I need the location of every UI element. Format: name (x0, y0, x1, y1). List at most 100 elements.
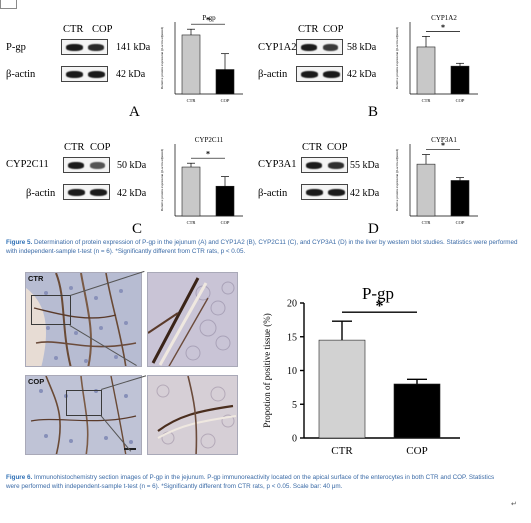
lane-ctr-label: CTR (64, 142, 85, 153)
caption-text: Immunohistochemistry section images of P… (6, 474, 495, 490)
category-label: CTR (422, 98, 431, 103)
lane-cop-label: COP (90, 142, 111, 153)
loading-blot (61, 66, 108, 82)
bar-cop (450, 65, 470, 95)
lane-ctr-label: CTR (298, 24, 319, 35)
chart-title: CYP2C11 (195, 136, 224, 144)
loading-control-label: β-actin (258, 69, 288, 80)
caption-label: Figure 6. (6, 474, 33, 481)
panel-letter: C (132, 221, 143, 237)
protein-label: CYP3A1 (258, 159, 297, 170)
bar-chart-p-gp-ihc: P-gp 0 5 10 15 20 Propotion of positive tissue… (262, 284, 460, 457)
bar-cop (393, 383, 441, 439)
panel-b: CTR COP CYP1A2 58 kDa β-actin 42 kDa CYP… (258, 10, 508, 128)
y-tick-label: 20 (287, 299, 297, 310)
lane-ctr-label: CTR (63, 24, 84, 35)
ihc-cop-zoom (147, 375, 238, 455)
ihc-cop-overview: COP (25, 375, 142, 455)
category-label: CTR (331, 445, 353, 457)
protein-blot (301, 157, 348, 173)
ihc-cop-zoom-image (148, 376, 237, 454)
loading-control-label: β-actin (258, 188, 288, 199)
zoom-region-box (31, 295, 71, 325)
bar-ctr (181, 166, 201, 217)
cop-label: COP (28, 377, 45, 386)
loading-control-label: β-actin (6, 69, 36, 80)
category-label: CTR (187, 98, 196, 103)
category-label: COP (221, 220, 230, 225)
protein-kda-label: 55 kDa (350, 160, 380, 171)
protein-blot (61, 39, 108, 55)
protein-kda-label: 50 kDa (117, 160, 147, 171)
ihc-ctr-overview-image (26, 273, 141, 366)
caption-text: Determination of protein expression of P… (6, 239, 518, 255)
figure-6-caption: Figure 6. Immunohistochemistry section i… (6, 473, 506, 491)
chart-title: CYP1A2 (431, 14, 457, 22)
y-axis-label: Relative protein expression (β-actin adj… (395, 149, 399, 211)
category-label: CTR (187, 220, 196, 225)
zoom-region-box (66, 390, 102, 416)
bar-cop (450, 180, 470, 217)
category-label: COP (406, 445, 427, 457)
protein-blot (296, 39, 343, 55)
protein-label: P-gp (6, 42, 26, 53)
y-axis-label: Relative protein expression (β-actin adj… (395, 27, 399, 89)
bar-ctr (416, 46, 436, 95)
loading-blot (63, 184, 110, 200)
bar-chart-p-gp: P-gp Relative protein expression (β-actin… (160, 14, 243, 103)
chart-title: P-gp (362, 284, 394, 303)
panel-c: CTR COP CYP2C11 50 kDa β-actin 42 kDa CY… (6, 132, 256, 250)
chart-title: P-gp (202, 14, 216, 22)
y-axis-label: Relative protein expression (β-actin adj… (160, 149, 164, 211)
ihc-ctr-zoom (147, 272, 238, 367)
bar-chart-cyp1a2: CYP1A2 Relative protein expression (β-act… (395, 14, 478, 103)
loading-control-label: β-actin (26, 188, 56, 199)
bar-ctr (416, 163, 436, 217)
panel-letter: B (368, 104, 379, 120)
y-tick-label: 0 (292, 434, 297, 445)
bar-ctr (318, 339, 366, 439)
lane-cop-label: COP (323, 24, 344, 35)
y-tick-label: 15 (287, 332, 297, 343)
caption-label: Figure 5. (6, 239, 33, 246)
category-label: COP (221, 98, 230, 103)
y-axis-label: Propotion of positive tissue (%) (262, 313, 272, 428)
loading-kda-label: 42 kDa (117, 188, 147, 199)
ihc-ctr-zoom-image (148, 273, 237, 366)
protein-blot (63, 157, 110, 173)
category-label: COP (456, 220, 465, 225)
bar-ctr (181, 34, 201, 95)
bar-chart-cyp3a1: CYP3A1 Relative protein expression (β-act… (395, 136, 478, 225)
lane-cop-label: COP (327, 142, 348, 153)
category-label: COP (456, 98, 465, 103)
loading-kda-label: 42 kDa (347, 69, 377, 80)
loading-blot (296, 66, 343, 82)
protein-label: CYP1A2 (258, 42, 297, 53)
loading-kda-label: 42 kDa (350, 188, 380, 199)
lane-ctr-label: CTR (302, 142, 323, 153)
significance-star: * (206, 16, 210, 25)
protein-label: CYP2C11 (6, 159, 49, 170)
figure-5-caption: Figure 5. Determination of protein expre… (6, 238, 518, 256)
bar-cop (215, 185, 235, 217)
ihc-cop-overview-image (26, 376, 141, 454)
loading-blot (301, 184, 348, 200)
protein-kda-label: 141 kDa (116, 42, 151, 53)
bar-cop (215, 69, 235, 95)
scale-bar (124, 448, 136, 450)
panel-letter: A (129, 104, 140, 120)
significance-star: * (441, 23, 445, 32)
significance-star: * (441, 141, 445, 150)
category-label: CTR (422, 220, 431, 225)
protein-kda-label: 58 kDa (347, 42, 377, 53)
panel-a: CTR COP P-gp 141 kDa β-actin 42 kDa P-gp… (6, 10, 256, 128)
page-corner-mark (0, 0, 17, 9)
lane-cop-label: COP (92, 24, 113, 35)
y-tick-label: 5 (292, 400, 297, 411)
loading-kda-label: 42 kDa (116, 69, 146, 80)
significance-star: * (206, 150, 210, 159)
return-arrow-icon: ↵ (511, 500, 517, 508)
y-axis-label: Relative protein expression (β-actin adj… (160, 27, 164, 89)
panel-letter: D (368, 221, 379, 237)
significance-star: * (376, 298, 384, 315)
